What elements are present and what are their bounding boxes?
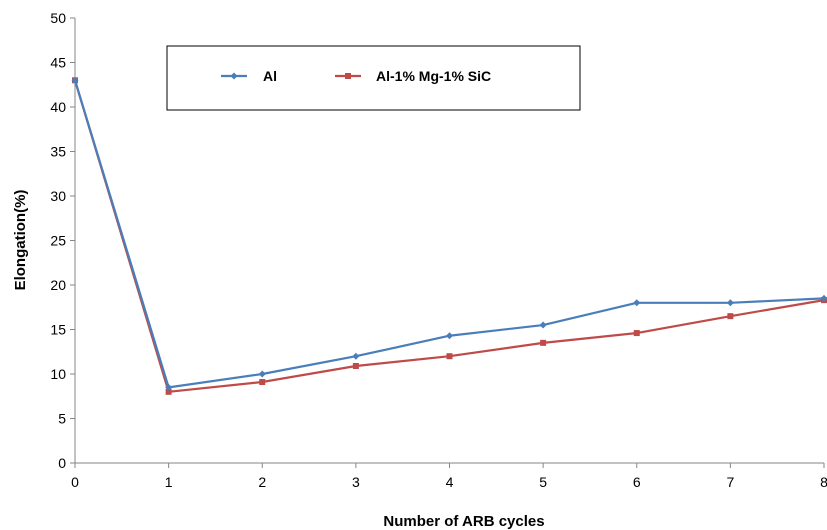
x-tick-label: 4 bbox=[446, 474, 454, 490]
y-tick-label: 35 bbox=[50, 144, 66, 160]
data-point bbox=[230, 72, 238, 80]
data-point bbox=[727, 313, 734, 320]
series-al bbox=[71, 76, 827, 391]
series-al-mg-sic bbox=[72, 77, 827, 395]
data-point bbox=[165, 383, 173, 391]
y-tick-label: 20 bbox=[50, 277, 66, 293]
data-point bbox=[726, 299, 734, 307]
legend-label: Al bbox=[263, 68, 277, 84]
y-tick-label: 45 bbox=[50, 55, 66, 71]
data-point bbox=[539, 321, 547, 329]
data-point bbox=[540, 339, 547, 346]
y-tick-label: 50 bbox=[50, 10, 66, 26]
data-point bbox=[820, 294, 827, 302]
data-point bbox=[258, 370, 266, 378]
data-point bbox=[165, 388, 172, 395]
data-point bbox=[345, 73, 351, 79]
y-tick-label: 15 bbox=[50, 322, 66, 338]
data-point bbox=[71, 76, 79, 84]
y-axis-title: Elongation(%) bbox=[12, 190, 29, 291]
data-point bbox=[633, 299, 641, 307]
data-point bbox=[259, 379, 266, 386]
series-group bbox=[71, 76, 827, 395]
x-tick-label: 8 bbox=[820, 474, 827, 490]
y-tick-label: 5 bbox=[58, 411, 66, 427]
series-line bbox=[73, 79, 825, 389]
x-tick-label: 1 bbox=[165, 474, 173, 490]
legend-label: Al-1% Mg-1% SiC bbox=[376, 68, 491, 84]
x-tick-label: 0 bbox=[71, 474, 79, 490]
data-point bbox=[352, 352, 360, 360]
series-line bbox=[73, 79, 825, 393]
x-tick-label: 7 bbox=[726, 474, 734, 490]
data-point bbox=[633, 330, 640, 337]
y-tick-label: 10 bbox=[50, 366, 66, 382]
y-tick-label: 0 bbox=[58, 455, 66, 471]
x-tick-label: 5 bbox=[539, 474, 547, 490]
legend-box bbox=[166, 45, 581, 111]
data-point bbox=[446, 353, 453, 360]
x-axis-title: Number of ARB cycles bbox=[383, 513, 544, 530]
legend: Al Al-1% Mg-1% SiC bbox=[166, 45, 581, 111]
y-tick-label: 25 bbox=[50, 233, 66, 249]
axes bbox=[70, 17, 825, 468]
y-tick-label: 40 bbox=[50, 99, 66, 115]
y-tick-label: 30 bbox=[50, 188, 66, 204]
data-point bbox=[352, 362, 359, 369]
x-tick-label: 2 bbox=[258, 474, 266, 490]
x-tick-label: 6 bbox=[633, 474, 641, 490]
data-point bbox=[446, 332, 453, 340]
x-tick-label: 3 bbox=[352, 474, 360, 490]
